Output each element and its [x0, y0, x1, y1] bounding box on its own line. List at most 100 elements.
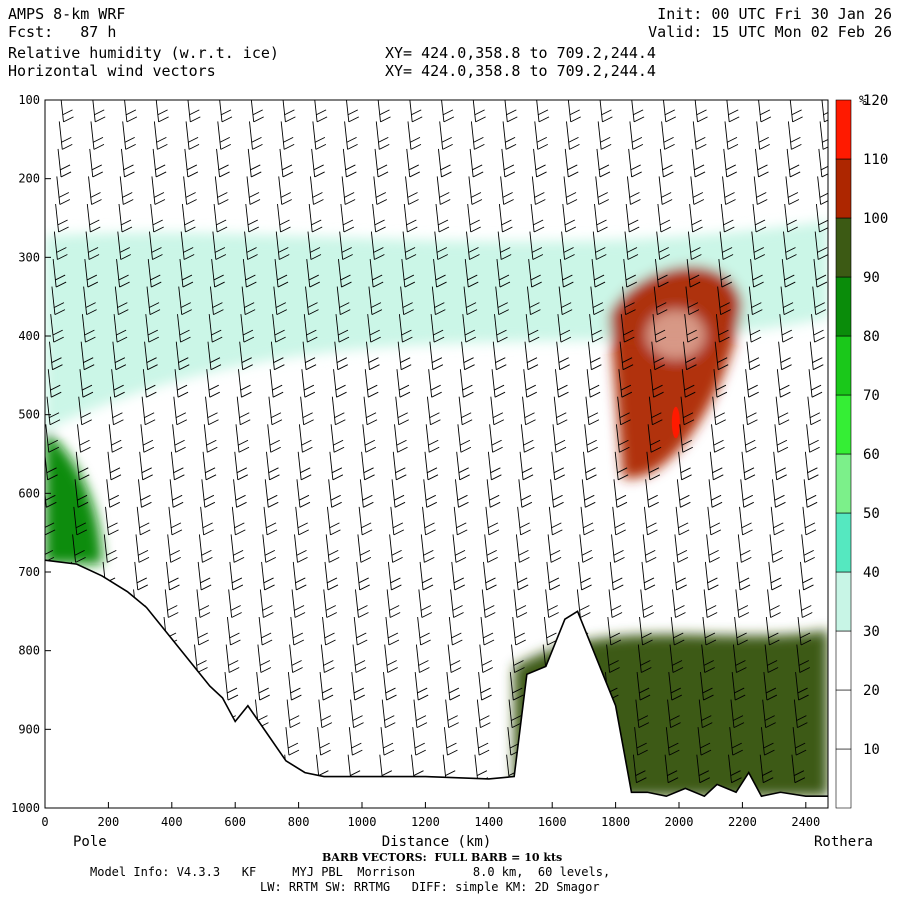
wind-barb-shaft: [667, 699, 672, 728]
wind-barb-flag: [141, 501, 152, 508]
wind-barb-shaft: [211, 259, 216, 288]
wind-barb-shaft: [698, 699, 703, 728]
wind-barb-flag: [464, 364, 475, 371]
wind-barb-flag: [352, 749, 363, 756]
wind-barb-flag: [617, 474, 629, 481]
wind-barb-flag: [268, 501, 279, 508]
wind-barb-shaft: [53, 231, 58, 260]
wind-barb-flag: [146, 357, 157, 364]
wind-barb-flag: [299, 501, 311, 508]
wind-barb-flag: [808, 439, 819, 446]
wind-barb-shaft: [358, 506, 363, 535]
wind-barb-flag: [518, 549, 529, 556]
wind-barb-flag: [525, 384, 536, 391]
wind-barb-shaft: [50, 314, 55, 343]
wind-barb-shaft: [52, 259, 57, 288]
wind-barb-flag: [290, 687, 301, 694]
wind-barb-flag: [693, 199, 705, 205]
wind-barb-flag: [142, 439, 154, 446]
wind-barb-shaft: [426, 396, 431, 425]
y-tick-label: 100: [18, 93, 40, 107]
wind-barb-flag: [297, 522, 308, 529]
wind-barb-shaft: [230, 534, 235, 563]
wind-barb-shaft: [623, 259, 628, 288]
wind-barb-flag: [591, 329, 602, 336]
wind-barb-shaft: [707, 506, 712, 535]
wind-barb-flag: [248, 226, 260, 233]
wind-barb-flag: [492, 446, 503, 453]
wind-barb-flag: [221, 116, 233, 123]
wind-barb-flag: [377, 171, 389, 178]
colorbar-swatch: [835, 276, 852, 337]
wind-barb-shaft: [653, 286, 658, 315]
wind-barb-flag: [746, 446, 757, 453]
wind-barb-flag: [62, 143, 73, 150]
wind-barb-flag: [754, 219, 766, 226]
wind-barb-flag: [150, 274, 161, 281]
wind-barb-shaft: [355, 589, 359, 618]
wind-barb-flag: [371, 309, 383, 316]
wind-barb-flag: [449, 694, 461, 701]
wind-barb-flag: [656, 302, 667, 309]
wind-barb-flag: [781, 329, 793, 336]
wind-barb-flag: [498, 274, 510, 281]
wind-barb-flag: [510, 715, 522, 722]
wind-barb-flag: [419, 667, 430, 673]
wind-barb-flag: [171, 529, 183, 536]
wind-barb-flag: [404, 281, 416, 288]
field-subtitle: Horizontal wind vectors: [8, 62, 216, 80]
wind-barb-flag: [643, 612, 654, 618]
wind-barb-flag: [664, 109, 676, 116]
wind-barb-flag: [453, 577, 464, 584]
wind-barb-column-19: [632, 100, 677, 784]
wind-barb-flag: [519, 522, 530, 529]
wind-barb-flag: [90, 226, 101, 233]
wind-barb-shaft: [458, 396, 463, 425]
wind-barb-flag: [354, 660, 366, 666]
wind-barb-flag: [480, 687, 491, 694]
wind-barb-flag: [119, 281, 130, 288]
wind-barb-flag: [809, 412, 821, 419]
wind-barb-shaft: [443, 727, 448, 756]
wind-barb-flag: [824, 119, 828, 123]
wind-barb-shaft: [279, 148, 284, 177]
wind-barb-flag: [565, 192, 577, 198]
wind-barb-shaft: [228, 589, 233, 618]
wind-barb-flag: [710, 494, 722, 501]
wind-barb-shaft: [280, 121, 285, 150]
wind-barb-shaft: [40, 562, 43, 590]
wind-barb-flag: [461, 419, 473, 426]
wind-barb-flag: [167, 605, 178, 611]
wind-barb-flag: [397, 446, 408, 453]
wind-barb-shaft: [202, 451, 207, 480]
wind-barb-shaft: [629, 121, 634, 150]
wind-barb-flag: [641, 632, 652, 639]
wind-barb-flag: [428, 439, 439, 446]
wind-barb-shaft: [270, 341, 275, 370]
wind-barb-shaft: [89, 148, 94, 177]
wind-barb-flag: [519, 556, 530, 563]
plot-frame: [44, 99, 829, 809]
wind-barb-shaft: [109, 396, 114, 425]
wind-barb-shaft: [208, 314, 213, 343]
wind-barb-flag: [366, 419, 378, 426]
wind-barb-flag: [53, 302, 65, 309]
wind-barb-shaft: [618, 369, 623, 398]
wind-barb-flag: [93, 143, 105, 150]
wind-barb-flag: [411, 109, 422, 116]
wind-barb-flag: [212, 302, 223, 309]
wind-barb-flag: [263, 612, 274, 618]
wind-barb-shaft: [620, 314, 625, 343]
wind-barb-shaft: [177, 314, 181, 343]
wind-barb-flag: [312, 226, 323, 233]
wind-barb-flag: [620, 419, 631, 426]
wind-barb-shaft: [214, 176, 219, 205]
wind-barb-flag: [219, 136, 230, 143]
wind-barb-flag: [652, 419, 663, 426]
wind-barb-flag: [609, 632, 621, 639]
wind-barb-flag: [189, 109, 200, 116]
wind-barb-shaft: [169, 479, 174, 508]
wind-barb-shaft: [418, 589, 423, 618]
wind-barb-flag: [62, 109, 73, 116]
wind-barb-flag: [82, 391, 94, 398]
